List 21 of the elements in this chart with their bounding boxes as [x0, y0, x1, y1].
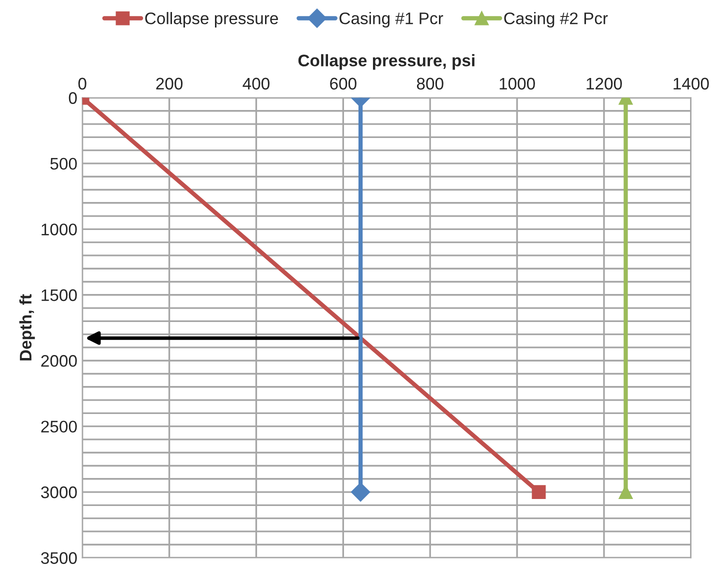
y-axis-title: Depth, ft — [19, 294, 35, 360]
y-tick-label: 1000 — [42, 224, 77, 236]
legend-label: Casing #2 Pcr — [504, 12, 608, 28]
x-tick-label: 1400 — [674, 78, 709, 90]
x-tick-label: 0 — [78, 78, 86, 90]
y-tick-label: 0 — [68, 92, 77, 104]
y-tick-label: 3500 — [41, 552, 77, 564]
y-tick-label: 2000 — [41, 355, 77, 367]
y-tick-label: 3000 — [41, 486, 77, 498]
x-tick-label: 1200 — [586, 78, 622, 90]
x-tick-label: 400 — [242, 78, 270, 90]
x-axis-title: Collapse pressure, psi — [298, 54, 474, 70]
legend-label: Casing #1 Pcr — [340, 12, 444, 28]
y-tick-label: 1500 — [42, 289, 77, 302]
legend-label: Collapse pressure — [145, 12, 278, 28]
y-tick-label: 500 — [50, 158, 77, 170]
x-tick-label: 600 — [330, 78, 356, 90]
x-tick-label: 1000 — [500, 78, 535, 90]
y-tick-label: 2500 — [41, 420, 77, 433]
x-tick-label: 800 — [416, 78, 444, 90]
x-tick-label: 200 — [156, 78, 183, 90]
